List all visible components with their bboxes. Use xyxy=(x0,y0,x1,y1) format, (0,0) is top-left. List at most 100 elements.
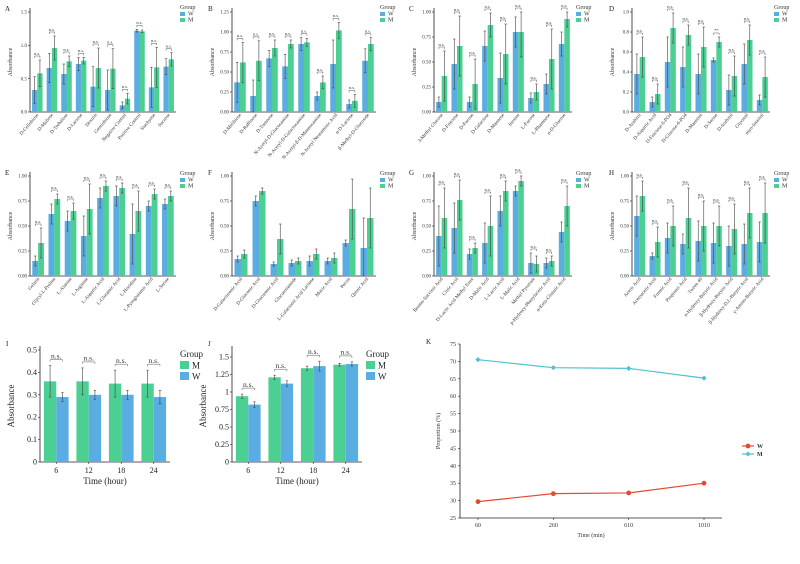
significance-label: n.s. xyxy=(122,84,128,89)
bar xyxy=(97,198,103,276)
significance-bracket xyxy=(499,19,507,22)
significance-label: n.s. xyxy=(269,31,275,36)
bar xyxy=(103,186,109,276)
significance-bracket xyxy=(651,222,659,225)
significance-bracket xyxy=(132,186,139,189)
bar xyxy=(313,366,326,462)
significance-label: n.s. xyxy=(439,42,445,47)
bar xyxy=(162,204,168,276)
y-tick-label: 0.8 xyxy=(623,31,630,36)
y-tick-label: 0.6 xyxy=(623,51,630,56)
bar xyxy=(153,397,167,462)
y-tick-label: 0.50 xyxy=(220,71,229,76)
y-axis-label: Absorbance xyxy=(8,47,14,76)
legend-label: M xyxy=(388,18,394,24)
panel-a: A 0.0 0.5 1.0 1.5 Absorbance n.s. D-Cellobiose n… xyxy=(5,5,195,143)
bar xyxy=(154,67,160,112)
x-tick-label: Glycerol xyxy=(735,113,750,130)
x-tick-label: 6 xyxy=(246,466,250,475)
bar xyxy=(543,84,549,112)
panel-letter: F xyxy=(208,169,212,177)
significance-label: n.s. xyxy=(713,197,719,202)
y-tick-label: 0.50 xyxy=(422,225,431,230)
significance-label: n.s. xyxy=(546,20,552,25)
significance-label: n.s. xyxy=(744,16,750,21)
y-tick-label: 1.25 xyxy=(220,11,229,16)
legend-title: Group xyxy=(380,171,395,177)
x-tick-label: β-Methyl-D-Glucoside xyxy=(338,112,372,151)
y-tick-label: 0.50 xyxy=(220,225,229,230)
bar xyxy=(362,60,368,112)
y-tick-label: 0.25 xyxy=(220,250,229,255)
y-tick-label: 0.75 xyxy=(422,200,431,205)
bar xyxy=(664,238,671,276)
significance-bracket xyxy=(453,11,461,14)
y-tick-label: 1.00 xyxy=(220,31,229,36)
y-tick-label: 55 xyxy=(450,412,456,418)
bar xyxy=(272,48,278,112)
y-axis-label: Proportion (%) xyxy=(435,413,442,449)
bar xyxy=(54,199,61,276)
x-tick-label: D-Sorbitol xyxy=(717,113,735,133)
series-line xyxy=(477,359,705,379)
bar xyxy=(168,59,174,112)
y-axis-label: Absorbance xyxy=(412,211,418,240)
significance-label: n.s. xyxy=(531,75,537,80)
significance-label: n.s. xyxy=(333,13,339,18)
bar xyxy=(145,206,152,276)
x-tick-label: Stachyose xyxy=(140,112,157,131)
bar xyxy=(472,248,478,276)
legend-label: M xyxy=(782,184,788,190)
bar xyxy=(259,191,266,276)
legend-label: W xyxy=(584,178,590,184)
y-tick-label: 1.00 xyxy=(220,175,229,180)
bar xyxy=(564,19,570,112)
significance-label: n.s. xyxy=(285,31,291,36)
bar xyxy=(167,196,174,276)
bar xyxy=(46,68,52,112)
significance-label: n.s. xyxy=(531,244,537,249)
y-tick-label: 60 xyxy=(450,394,456,400)
bar xyxy=(235,396,249,462)
significance-bracket xyxy=(484,191,491,194)
bar xyxy=(349,209,356,276)
significance-label: n.s. xyxy=(744,179,750,184)
significance-bracket xyxy=(63,51,70,54)
bar xyxy=(482,46,488,112)
significance-bracket xyxy=(148,184,155,187)
significance-label: n.s. xyxy=(253,32,259,37)
significance-label: n.s. xyxy=(683,179,689,184)
data-point xyxy=(475,357,481,363)
legend-title: Group xyxy=(180,349,203,359)
significance-label: n.s. xyxy=(276,361,287,370)
significance-bracket xyxy=(530,79,537,82)
y-axis-label: Absorbance xyxy=(610,211,616,240)
bar xyxy=(649,256,655,276)
significance-bracket xyxy=(743,183,751,186)
significance-label: n.s. xyxy=(683,16,689,21)
significance-bracket xyxy=(49,359,63,362)
significance-label: n.s. xyxy=(116,356,127,365)
bar xyxy=(88,394,102,462)
significance-label: n.s. xyxy=(729,47,735,52)
bar xyxy=(533,92,540,112)
significance-bracket xyxy=(561,181,568,184)
legend-label: W xyxy=(188,178,194,184)
legend-swatch xyxy=(180,184,185,188)
panel-d: D0.00.20.40.60.81.0Absorbancen.s.D-Arabi… xyxy=(609,4,789,145)
y-tick-label: 0.25 xyxy=(620,250,629,255)
bar xyxy=(512,32,519,112)
y-tick-label: 45 xyxy=(450,446,456,452)
x-tick-label: 260 xyxy=(549,523,558,529)
significance-bracket xyxy=(114,363,128,367)
y-tick-label: 0.2 xyxy=(623,91,630,96)
bar xyxy=(518,181,524,276)
y-tick-label: 1.0 xyxy=(21,44,28,49)
significance-label: n.s. xyxy=(652,75,658,80)
y-axis-label: Absorbance xyxy=(6,385,16,428)
y-tick-label: 0.00 xyxy=(18,275,27,280)
x-tick-label: Bromo-Succinic Acid xyxy=(413,277,445,314)
legend-marker xyxy=(745,443,751,449)
y-tick-label: 30 xyxy=(450,499,456,505)
legend-label: W xyxy=(388,178,394,184)
